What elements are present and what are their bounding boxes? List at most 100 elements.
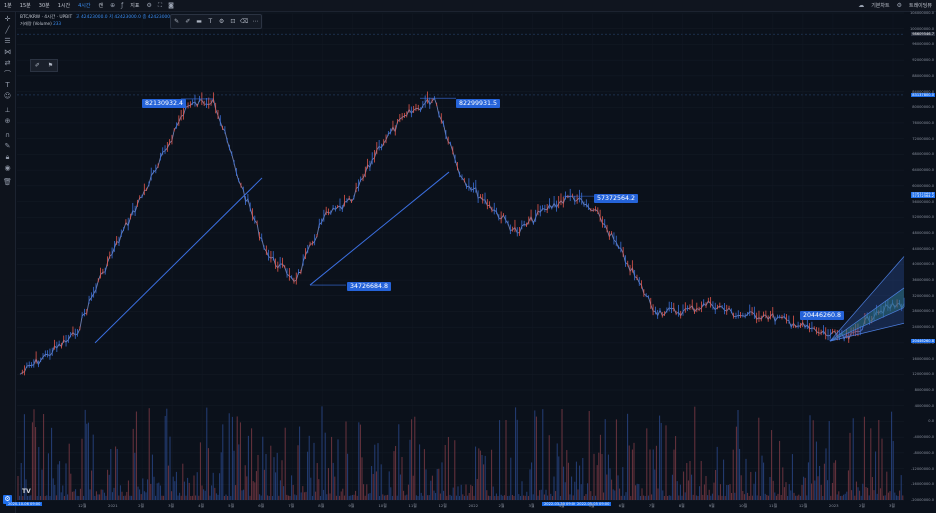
line-width-icon[interactable]: ▬ [196,18,202,25]
brush-icon[interactable]: ✐ [34,62,40,69]
emoji-icon[interactable]: ☺ [3,92,12,100]
volume-value: 233 [53,21,62,26]
interval-1h[interactable]: 1시간 [57,3,71,9]
time-tick-label: 11월 [768,503,778,508]
price-tick-label: 36000000.0 [912,278,934,283]
price-tick-label: 88000000.0 [912,73,934,78]
time-tick-label: 10월 [378,503,387,508]
compare-icon[interactable]: ⊕ [110,2,116,9]
trash-icon[interactable]: ⌫ [239,18,249,25]
fill-color-icon[interactable]: ✐ [185,18,191,25]
price-tick-label: 68000000.0 [912,152,934,157]
crosshair-icon[interactable]: ✛ [4,15,11,23]
price-tick-label: -20000000.0 [910,498,934,502]
symbol-legend: BTC/KRW · 4시간 · UPBIT 고 42423000.0 저 424… [20,14,174,20]
indicators-icon[interactable]: ƒ [121,2,124,9]
price-tick-label: -8000000.0 [913,450,934,455]
pattern-icon[interactable]: ⋈ [4,48,11,56]
price-callout[interactable]: 20446260.8 [800,311,845,320]
drawing-toolbar: ✛ ╱ ☰ ⋈ ⇄ ⌒ T ☺ ⟂ ⊕ ∩ ✎ 🔒︎ ◉ 🗑︎ ⚙ [0,12,16,513]
price-callout[interactable]: 34726684.8 [347,282,392,291]
volume-legend: 거래량 (Volume) 233 [20,21,61,27]
price-callout[interactable]: 57372564.2 [594,194,639,203]
time-tick-label: 9월 [348,503,355,508]
time-tick-label: 3월 [889,503,895,508]
interval-30m[interactable]: 30분 [38,3,50,9]
save-button[interactable]: 기본차트 [871,3,890,9]
time-tick-label: 2023 [828,503,839,508]
price-tick-label: 44000000.0 [912,246,934,251]
ruler-icon[interactable]: ⟂ [5,106,10,114]
trash-icon[interactable]: 🗑︎ [3,178,12,186]
price-tick-label: 80000000.0 [912,105,934,110]
price-tick-label: -16000000.0 [910,482,934,487]
settings-icon[interactable]: ⚙ [146,2,152,9]
fullscreen-icon[interactable]: ⛶ [157,1,163,9]
chart-type-button[interactable]: 캔 [98,3,104,9]
price-tick-label: 60000000.0 [912,183,934,188]
camera-icon[interactable]: ◙ [168,2,174,9]
time-tick-label: 9월 [708,503,715,508]
line-color-icon[interactable]: ✎ [174,18,180,25]
time-tick-label: 12월 [798,503,808,508]
interval-4h[interactable]: 4시간 [78,3,91,9]
time-tick-label: 4월 [558,503,565,508]
time-tick-label: 7월 [288,503,295,508]
indicators-button[interactable]: 지표 [130,3,140,9]
time-tick-label: 7월 [648,503,655,508]
time-tick-label: 2월 [498,503,505,508]
price-badge: 83137800.0 [911,92,935,97]
time-tick-label: 12월 [438,503,447,508]
time-badge: 2020-10-06 09:00 [6,502,43,506]
more-icon[interactable]: ⋯ [252,18,259,25]
fib-icon[interactable]: ☰ [4,37,11,45]
drawing-properties-toolbar: ✎ ✐ ▬ T ⚙ ⊡ ⌫ ⋯ [170,14,262,29]
time-tick-label: 2021 [108,503,118,508]
cloud-icon[interactable]: ☁ [858,2,865,9]
price-tick-label: 72000000.0 [912,136,934,141]
settings-icon[interactable]: ⚙ [218,18,225,25]
price-series-line [19,97,905,375]
eye-icon[interactable]: ◉ [4,164,11,172]
tradingview-logo: TV [22,488,31,495]
zoom-icon[interactable]: ⊕ [4,117,11,125]
magnet-icon[interactable]: ∩ [4,131,11,139]
price-tick-label: 104000000.0 [909,11,934,15]
time-tick-label: 5월 [588,503,595,508]
price-tick-label: 0.0 [928,419,934,424]
layout-icon[interactable]: ⚙ [896,2,902,9]
object-tree-icon[interactable]: ⚙ [3,495,12,504]
volume-label: 거래량 (Volume) [20,21,52,26]
drawing-chip[interactable]: ✐ ⚑ [30,59,58,72]
price-tick-label: -4000000.0 [913,435,934,440]
lock-icon[interactable]: 🔒︎ [5,153,10,161]
text-tool-icon[interactable]: T [208,18,213,25]
time-tick-label: 8월 [318,503,325,508]
price-tick-label: 40000000.0 [912,262,934,267]
interval-1m[interactable]: 1분 [4,3,12,9]
price-badge: 57372564.2 [911,194,935,199]
price-tick-label: 32000000.0 [912,293,934,298]
stay-drawing-icon[interactable]: ✎ [4,142,11,150]
trendline-icon[interactable]: ╱ [5,26,10,34]
time-tick-label: 4월 [198,503,205,508]
time-tick-label: 6월 [618,503,625,508]
layout-button[interactable]: 트레이딩뷰 [908,3,932,9]
brush-icon[interactable]: ⌒ [4,70,11,78]
ohlc-values: 고 42423000.0 저 42423000.0 종 42423000.0 [75,15,175,20]
lock-icon[interactable]: ⊡ [230,18,236,25]
price-callout[interactable]: 82299931.5 [456,99,501,108]
pin-icon[interactable]: ⚑ [47,62,54,69]
price-axis[interactable]: 104000000.0 100000000.0 96000000.0 92000000… [905,11,936,509]
time-tick-label: 2022 [468,503,479,508]
forecast-icon[interactable]: ⇄ [4,59,11,67]
time-axis[interactable]: 2020-10-06 09:00 2022-03-30 09:00 2022-0… [6,501,905,511]
interval-15m[interactable]: 15분 [19,3,31,9]
fan-line [829,287,905,342]
text-icon[interactable]: T [5,81,10,89]
price-tick-label: 28000000.0 [912,309,934,314]
price-callout[interactable]: 82130932.4 [142,99,187,108]
price-tick-label: 16000000.0 [912,356,934,361]
price-tick-label: 56000000.0 [912,199,934,204]
